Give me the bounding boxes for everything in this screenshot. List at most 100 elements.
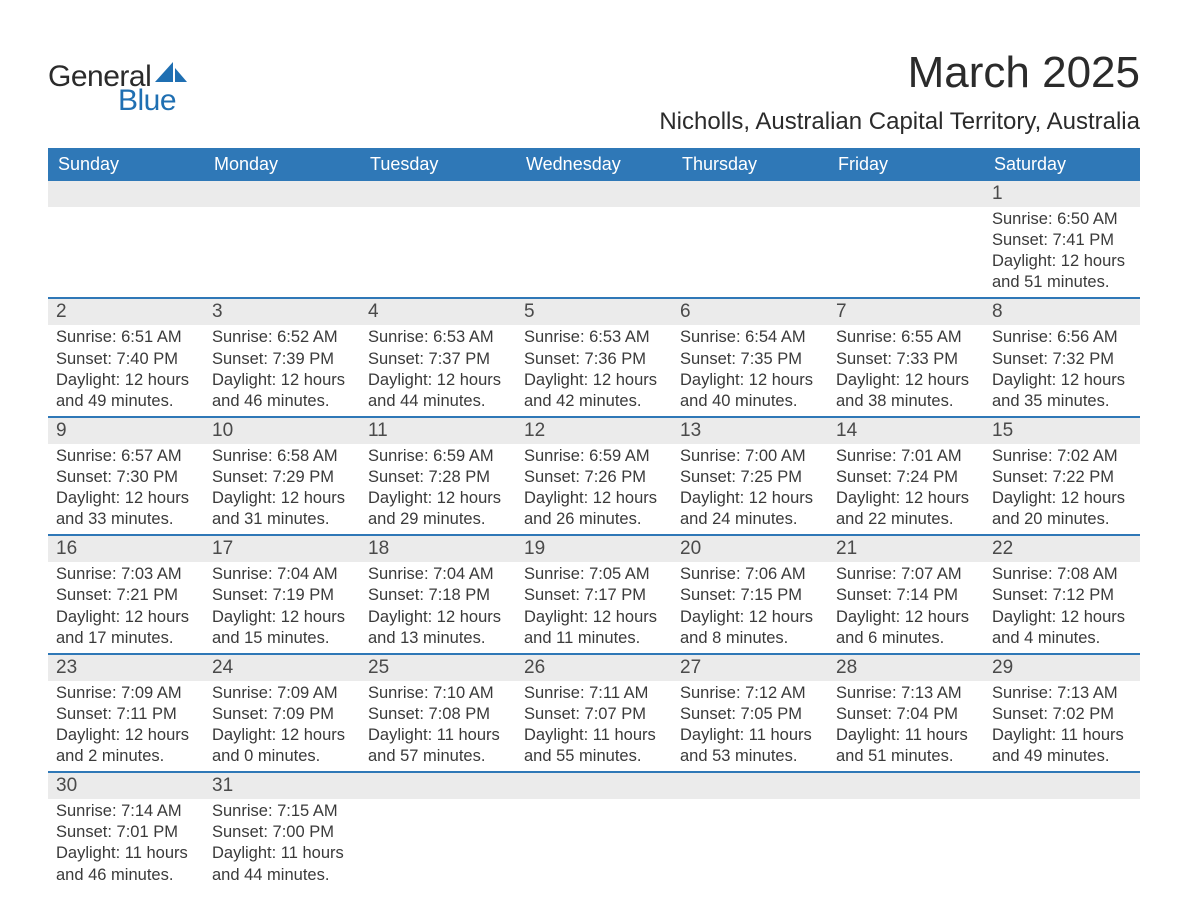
sunrise-line: Sunrise: 7:01 AM	[836, 446, 976, 467]
empty-day-band	[516, 181, 672, 207]
daylight-line-2: and 11 minutes.	[524, 628, 664, 649]
day-cell-empty	[204, 181, 360, 297]
sunrise-line: Sunrise: 6:57 AM	[56, 446, 196, 467]
header: General Blue March 2025 Nicholls, Austra…	[48, 48, 1140, 136]
daylight-line-2: and 38 minutes.	[836, 391, 976, 412]
day-number: 6	[672, 299, 828, 325]
daylight-line-2: and 49 minutes.	[56, 391, 196, 412]
daylight-line-2: and 20 minutes.	[992, 509, 1132, 530]
daylight-line-2: and 29 minutes.	[368, 509, 508, 530]
day-cell: 3Sunrise: 6:52 AMSunset: 7:39 PMDaylight…	[204, 299, 360, 415]
daylight-line-2: and 51 minutes.	[836, 746, 976, 767]
daylight-line-1: Daylight: 12 hours	[680, 370, 820, 391]
day-cell: 13Sunrise: 7:00 AMSunset: 7:25 PMDayligh…	[672, 418, 828, 534]
day-cell-empty	[984, 773, 1140, 889]
sunrise-line: Sunrise: 6:54 AM	[680, 327, 820, 348]
sunrise-line: Sunrise: 6:55 AM	[836, 327, 976, 348]
empty-day-band	[672, 773, 828, 799]
daylight-line-1: Daylight: 12 hours	[56, 607, 196, 628]
empty-day-band	[984, 773, 1140, 799]
day-number: 24	[204, 655, 360, 681]
sunset-line: Sunset: 7:17 PM	[524, 585, 664, 606]
daylight-line-1: Daylight: 12 hours	[368, 488, 508, 509]
day-number: 10	[204, 418, 360, 444]
sunset-line: Sunset: 7:00 PM	[212, 822, 352, 843]
sunset-line: Sunset: 7:40 PM	[56, 349, 196, 370]
sunrise-line: Sunrise: 6:56 AM	[992, 327, 1132, 348]
day-cell: 31Sunrise: 7:15 AMSunset: 7:00 PMDayligh…	[204, 773, 360, 889]
daylight-line-1: Daylight: 12 hours	[212, 607, 352, 628]
day-number: 15	[984, 418, 1140, 444]
sunrise-line: Sunrise: 7:11 AM	[524, 683, 664, 704]
day-cell: 27Sunrise: 7:12 AMSunset: 7:05 PMDayligh…	[672, 655, 828, 771]
sunrise-line: Sunrise: 7:13 AM	[992, 683, 1132, 704]
day-number: 5	[516, 299, 672, 325]
day-cell-empty	[672, 181, 828, 297]
sunrise-line: Sunrise: 6:53 AM	[368, 327, 508, 348]
daylight-line-1: Daylight: 11 hours	[680, 725, 820, 746]
sunset-line: Sunset: 7:19 PM	[212, 585, 352, 606]
day-of-week-header: SundayMondayTuesdayWednesdayThursdayFrid…	[48, 148, 1140, 181]
day-cell: 25Sunrise: 7:10 AMSunset: 7:08 PMDayligh…	[360, 655, 516, 771]
sunrise-line: Sunrise: 7:00 AM	[680, 446, 820, 467]
daylight-line-1: Daylight: 12 hours	[524, 607, 664, 628]
sunset-line: Sunset: 7:25 PM	[680, 467, 820, 488]
day-cell: 4Sunrise: 6:53 AMSunset: 7:37 PMDaylight…	[360, 299, 516, 415]
daylight-line-2: and 40 minutes.	[680, 391, 820, 412]
sunrise-line: Sunrise: 7:09 AM	[212, 683, 352, 704]
day-number: 18	[360, 536, 516, 562]
day-cell: 26Sunrise: 7:11 AMSunset: 7:07 PMDayligh…	[516, 655, 672, 771]
day-number: 27	[672, 655, 828, 681]
empty-day-band	[360, 773, 516, 799]
dow-cell: Thursday	[672, 148, 828, 181]
sunrise-line: Sunrise: 6:51 AM	[56, 327, 196, 348]
sunrise-line: Sunrise: 6:59 AM	[524, 446, 664, 467]
day-number: 14	[828, 418, 984, 444]
daylight-line-2: and 46 minutes.	[56, 865, 196, 886]
dow-cell: Saturday	[984, 148, 1140, 181]
title-block: March 2025 Nicholls, Australian Capital …	[659, 48, 1140, 136]
week-row: 1Sunrise: 6:50 AMSunset: 7:41 PMDaylight…	[48, 181, 1140, 297]
week-row: 23Sunrise: 7:09 AMSunset: 7:11 PMDayligh…	[48, 653, 1140, 771]
daylight-line-1: Daylight: 11 hours	[836, 725, 976, 746]
day-number: 31	[204, 773, 360, 799]
daylight-line-1: Daylight: 12 hours	[836, 607, 976, 628]
day-cell: 20Sunrise: 7:06 AMSunset: 7:15 PMDayligh…	[672, 536, 828, 652]
daylight-line-1: Daylight: 12 hours	[680, 488, 820, 509]
dow-cell: Monday	[204, 148, 360, 181]
day-cell-empty	[516, 773, 672, 889]
empty-day-band	[516, 773, 672, 799]
sunset-line: Sunset: 7:07 PM	[524, 704, 664, 725]
sunrise-line: Sunrise: 7:06 AM	[680, 564, 820, 585]
logo: General Blue	[48, 60, 189, 118]
day-cell: 8Sunrise: 6:56 AMSunset: 7:32 PMDaylight…	[984, 299, 1140, 415]
day-number: 25	[360, 655, 516, 681]
day-number: 8	[984, 299, 1140, 325]
sunset-line: Sunset: 7:05 PM	[680, 704, 820, 725]
daylight-line-1: Daylight: 12 hours	[992, 370, 1132, 391]
sunrise-line: Sunrise: 7:12 AM	[680, 683, 820, 704]
sunset-line: Sunset: 7:22 PM	[992, 467, 1132, 488]
day-number: 26	[516, 655, 672, 681]
sunrise-line: Sunrise: 7:04 AM	[368, 564, 508, 585]
sunset-line: Sunset: 7:29 PM	[212, 467, 352, 488]
daylight-line-2: and 57 minutes.	[368, 746, 508, 767]
sunset-line: Sunset: 7:24 PM	[836, 467, 976, 488]
sunset-line: Sunset: 7:21 PM	[56, 585, 196, 606]
day-cell: 12Sunrise: 6:59 AMSunset: 7:26 PMDayligh…	[516, 418, 672, 534]
day-number: 17	[204, 536, 360, 562]
daylight-line-1: Daylight: 12 hours	[992, 607, 1132, 628]
day-cell-empty	[672, 773, 828, 889]
daylight-line-2: and 49 minutes.	[992, 746, 1132, 767]
day-cell: 29Sunrise: 7:13 AMSunset: 7:02 PMDayligh…	[984, 655, 1140, 771]
dow-cell: Friday	[828, 148, 984, 181]
daylight-line-1: Daylight: 11 hours	[368, 725, 508, 746]
sunrise-line: Sunrise: 7:09 AM	[56, 683, 196, 704]
sunset-line: Sunset: 7:30 PM	[56, 467, 196, 488]
day-number: 21	[828, 536, 984, 562]
sunset-line: Sunset: 7:37 PM	[368, 349, 508, 370]
week-row: 2Sunrise: 6:51 AMSunset: 7:40 PMDaylight…	[48, 297, 1140, 415]
empty-day-band	[360, 181, 516, 207]
day-number: 23	[48, 655, 204, 681]
daylight-line-2: and 44 minutes.	[368, 391, 508, 412]
